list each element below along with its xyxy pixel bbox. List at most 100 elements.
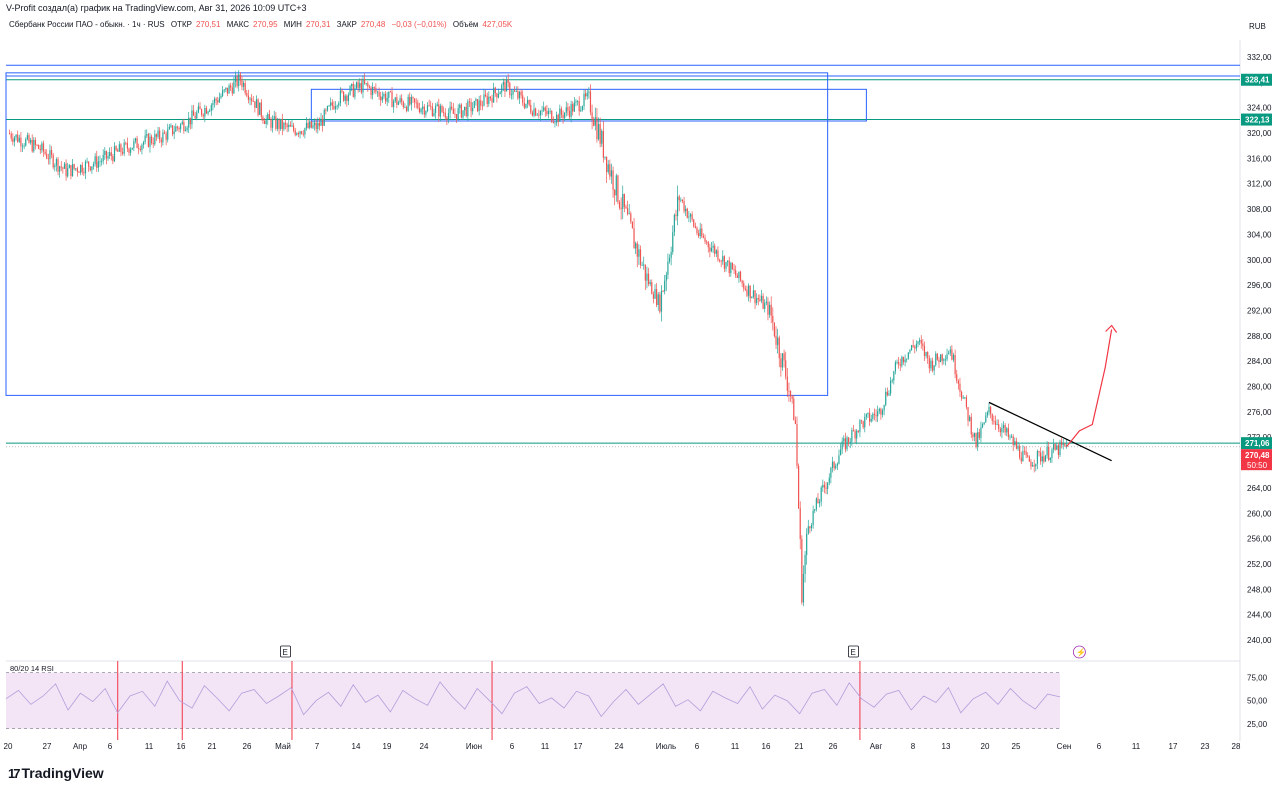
candle-body bbox=[254, 101, 256, 108]
candle-body bbox=[284, 122, 287, 125]
candle-body bbox=[130, 149, 132, 153]
candle-body bbox=[909, 350, 911, 353]
candle-body bbox=[946, 354, 948, 360]
candle-body bbox=[823, 484, 826, 488]
close-label: ЗАКР bbox=[336, 20, 357, 29]
candle-body bbox=[75, 168, 77, 170]
candle-body bbox=[878, 408, 880, 412]
candle-body bbox=[396, 97, 398, 105]
candle-body bbox=[436, 104, 438, 107]
candle-body bbox=[626, 208, 629, 215]
x-tick-label: 17 bbox=[1169, 742, 1178, 751]
x-tick-label: 19 bbox=[383, 742, 392, 751]
y-tick-label: 284,00 bbox=[1247, 357, 1272, 366]
candle-body bbox=[270, 119, 272, 128]
price-axis-marker-label: 328,41 bbox=[1245, 76, 1270, 85]
rsi-y-tick-label: 75,00 bbox=[1247, 673, 1268, 682]
candle-body bbox=[481, 105, 483, 107]
candle-body bbox=[975, 432, 977, 447]
candle-body bbox=[885, 391, 887, 405]
x-tick-label: 28 bbox=[1232, 742, 1241, 751]
tradingview-brand[interactable]: 17 TradingView bbox=[8, 765, 104, 781]
candle-body bbox=[422, 106, 424, 109]
candle-body bbox=[543, 107, 545, 111]
candle-body bbox=[1041, 456, 1043, 462]
candle-body bbox=[880, 408, 882, 415]
candle-body bbox=[549, 110, 551, 112]
candle-body bbox=[15, 134, 17, 138]
symbol-name[interactable]: Сбербанк России ПАО - обыкн. · 1ч · RUS bbox=[9, 20, 165, 29]
candle-body bbox=[722, 256, 724, 262]
candle-body bbox=[990, 406, 992, 414]
candle-body bbox=[894, 362, 897, 372]
y-tick-label: 304,00 bbox=[1247, 230, 1272, 239]
candle-body bbox=[149, 136, 151, 147]
candle-body bbox=[547, 111, 550, 115]
candle-body bbox=[828, 477, 830, 483]
candle-body bbox=[983, 422, 985, 425]
candle-body bbox=[1031, 465, 1034, 467]
candle-body bbox=[84, 161, 87, 174]
candle-body bbox=[785, 360, 787, 377]
candle-body bbox=[730, 262, 732, 274]
candle-body bbox=[407, 96, 409, 111]
x-tick-label: Сен bbox=[1057, 742, 1072, 751]
candle-body bbox=[919, 340, 921, 342]
candle-body bbox=[476, 99, 479, 112]
candle-body bbox=[83, 172, 85, 174]
candle-body bbox=[10, 133, 12, 139]
candle-body bbox=[643, 264, 645, 266]
candle-body bbox=[289, 124, 291, 127]
candle-body bbox=[309, 121, 311, 128]
candle-body bbox=[1057, 445, 1059, 455]
candle-body bbox=[73, 164, 75, 169]
candle-body bbox=[580, 109, 582, 112]
candle-body bbox=[651, 282, 653, 295]
dividend-marker bbox=[1072, 645, 1086, 659]
candle-body bbox=[915, 343, 917, 349]
candle-body bbox=[786, 376, 788, 391]
y-tick-label: 280,00 bbox=[1247, 383, 1272, 392]
candle-body bbox=[42, 143, 45, 152]
candle-body bbox=[57, 159, 59, 172]
candle-body bbox=[777, 337, 779, 345]
candle-body bbox=[502, 81, 504, 86]
candle-body bbox=[181, 121, 183, 125]
candle-body bbox=[223, 89, 225, 91]
candle-body bbox=[694, 226, 696, 228]
candle-body bbox=[489, 96, 492, 99]
candle-body bbox=[891, 380, 893, 382]
candle-body bbox=[770, 304, 772, 316]
candle-body bbox=[320, 118, 322, 126]
candle-body bbox=[714, 245, 716, 254]
candle-body bbox=[171, 125, 174, 135]
y-tick-label: 276,00 bbox=[1247, 408, 1272, 417]
candle-body bbox=[836, 463, 838, 467]
candle-body bbox=[944, 359, 947, 361]
candle-body bbox=[883, 404, 885, 411]
candle-body bbox=[470, 101, 472, 112]
candle-body bbox=[731, 262, 734, 270]
candle-body bbox=[430, 105, 432, 107]
candle-body bbox=[47, 158, 49, 160]
candle-body bbox=[191, 110, 193, 125]
candle-body bbox=[249, 98, 251, 100]
candle-body bbox=[349, 86, 351, 95]
candle-body bbox=[675, 214, 677, 217]
candle-body bbox=[662, 290, 664, 292]
candle-body bbox=[296, 133, 298, 135]
candle-body bbox=[241, 80, 243, 87]
candle-body bbox=[88, 161, 90, 167]
candle-body bbox=[496, 93, 498, 98]
candle-body bbox=[301, 131, 303, 134]
candle-body bbox=[165, 133, 167, 140]
candle-body bbox=[914, 346, 916, 349]
currency-label[interactable]: RUB bbox=[1249, 22, 1266, 31]
candle-body bbox=[920, 340, 922, 344]
candle-body bbox=[822, 484, 824, 488]
candle-body bbox=[9, 133, 11, 134]
candle-body bbox=[381, 96, 383, 101]
forecast-arrow bbox=[1066, 329, 1113, 448]
candle-body bbox=[426, 105, 429, 112]
